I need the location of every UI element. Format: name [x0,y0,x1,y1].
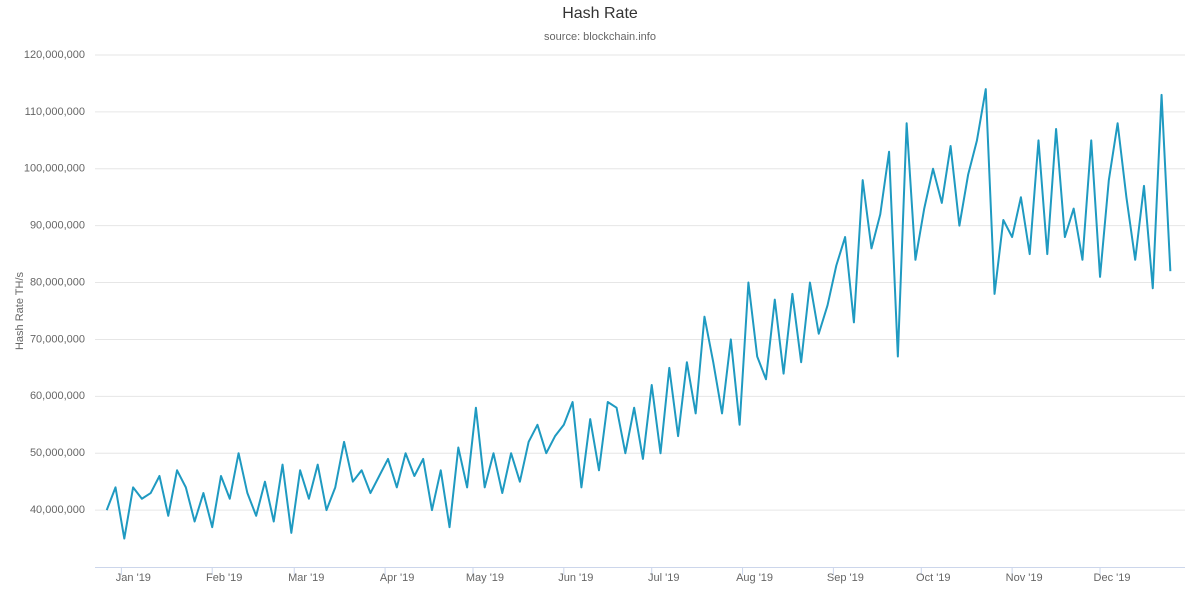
y-axis-title: Hash Rate TH/s [14,271,26,350]
y-tick-label: 120,000,000 [24,49,85,61]
x-tick-label: Aug '19 [736,572,773,584]
y-tick-label: 40,000,000 [30,504,85,516]
y-tick-label: 50,000,000 [30,447,85,459]
y-tick-label: 100,000,000 [24,163,85,175]
x-tick-label: Oct '19 [916,572,951,584]
x-tick-label: Mar '19 [288,572,324,584]
chart-title: Hash Rate [562,5,638,22]
y-tick-label: 80,000,000 [30,276,85,288]
data-line [105,88,1172,540]
x-tick-label: Jan '19 [116,572,151,584]
x-tick-label: Jun '19 [558,572,593,584]
x-tick-label: Jul '19 [648,572,679,584]
x-tick-label: Apr '19 [380,572,415,584]
y-tick-label: 60,000,000 [30,390,85,402]
chart-subtitle: source: blockchain.info [544,31,656,43]
y-tick-label: 90,000,000 [30,220,85,232]
x-tick-label: Feb '19 [206,572,242,584]
y-tick-label: 70,000,000 [30,333,85,345]
x-tick-label: Dec '19 [1094,572,1131,584]
x-tick-label: Sep '19 [827,572,864,584]
y-tick-label: 110,000,000 [25,106,85,118]
x-tick-label: Nov '19 [1006,572,1043,584]
x-tick-label: May '19 [466,572,504,584]
